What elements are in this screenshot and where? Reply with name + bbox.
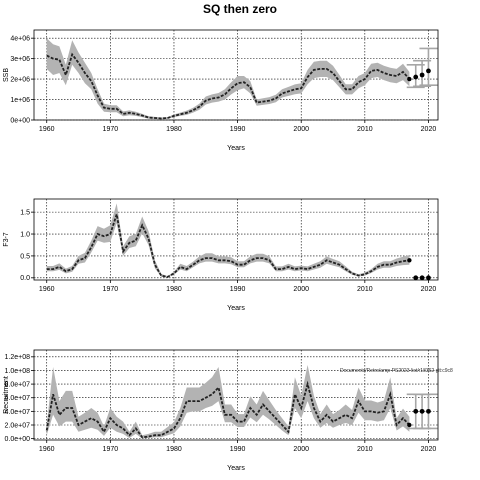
y-tick-label: 1.5 — [20, 210, 30, 217]
projection-point — [426, 408, 431, 414]
x-tick-label: 1980 — [166, 446, 182, 453]
x-tick-label: 1970 — [103, 286, 119, 293]
y-tick-label: 1.2e+08 — [5, 354, 31, 361]
x-tick-label: 1970 — [103, 446, 119, 453]
x-tick-label: 1980 — [166, 286, 182, 293]
x-tick-label: 2020 — [421, 126, 437, 133]
panel-1: 1960 1970 1980 1990 2000 2010 2020 0e+00 1e+06 2e… — [3, 29, 439, 152]
y-tick-label: 2.0e+07 — [5, 422, 31, 429]
y-tick-label: 4e+06 — [10, 36, 30, 43]
panels: 1960 1970 1980 1990 2000 2010 2020 0e+00 1e+06 2e… — [3, 29, 439, 472]
projection-point — [413, 74, 419, 80]
y-tick-label: 1.0e+08 — [5, 368, 31, 375]
plot-frame — [33, 198, 439, 281]
x-tick-label: 2020 — [421, 446, 437, 453]
x-tick-label: 1960 — [39, 126, 55, 133]
x-tick-label: 2010 — [357, 446, 373, 453]
y-tick-label: 6.0e+07 — [5, 395, 31, 402]
projection-point — [426, 68, 431, 74]
y-tick-label: 3e+06 — [10, 56, 30, 63]
figure-title: SQ then zero — [203, 2, 277, 16]
panel-3: 1960 1970 1980 1990 2000 2010 2020 0.0e+00 2.0e+… — [3, 349, 439, 472]
series-line — [46, 214, 410, 278]
last-point — [407, 258, 412, 263]
x-axis-label: Years — [227, 465, 245, 472]
projection-point — [419, 275, 425, 281]
series-line — [45, 380, 411, 439]
projection-point — [419, 408, 425, 414]
x-tick-label: 2010 — [357, 126, 373, 133]
y-axis-label: Recruitment — [3, 376, 10, 414]
x-axis-label: Years — [227, 305, 245, 312]
watermark-text: Documents/Retro/amp-PS2023-list/r18362 g… — [340, 368, 453, 374]
x-tick-label: 2000 — [293, 126, 309, 133]
y-tick-label: 0e+00 — [10, 117, 30, 124]
y-tick-label: 2e+06 — [10, 76, 30, 83]
y-axis-label: F3-7 — [3, 232, 10, 247]
y-tick-label: 0.0e+00 — [5, 436, 31, 443]
x-tick-label: 1990 — [230, 126, 246, 133]
panel-2: 1960 1970 1980 1990 2000 2010 2020 0.0 0.5 1.0 1.5… — [3, 198, 439, 312]
x-tick-label: 1960 — [39, 446, 55, 453]
y-tick-label: 1e+06 — [10, 97, 30, 104]
y-tick-label: 0.0 — [20, 275, 30, 282]
plot-frame — [33, 29, 439, 121]
confidence-band — [46, 38, 410, 120]
projection-point — [413, 408, 419, 414]
x-tick-label: 2000 — [293, 286, 309, 293]
last-point — [407, 76, 412, 82]
y-tick-label: 1.0 — [20, 231, 30, 238]
x-tick-label: 1990 — [230, 286, 246, 293]
confidence-band — [46, 203, 410, 278]
x-tick-label: 1970 — [103, 126, 119, 133]
x-axis-label: Years — [227, 145, 245, 152]
y-tick-label: 4.0e+07 — [5, 409, 31, 416]
confidence-band — [46, 365, 410, 439]
x-tick-label: 2020 — [421, 286, 437, 293]
projection-point — [426, 275, 431, 281]
x-tick-label: 2000 — [293, 446, 309, 453]
y-tick-label: 8.0e+07 — [5, 381, 31, 388]
y-tick-label: 0.5 — [20, 253, 30, 260]
series-line — [46, 52, 411, 120]
projection-point — [419, 72, 425, 78]
plot-frame — [33, 349, 439, 441]
x-tick-label: 2010 — [357, 286, 373, 293]
y-axis-label: SSB — [3, 68, 10, 82]
projection-point — [413, 275, 419, 281]
last-point — [407, 422, 412, 428]
x-tick-label: 1980 — [166, 126, 182, 133]
x-tick-label: 1990 — [230, 446, 246, 453]
x-tick-label: 1960 — [39, 286, 55, 293]
